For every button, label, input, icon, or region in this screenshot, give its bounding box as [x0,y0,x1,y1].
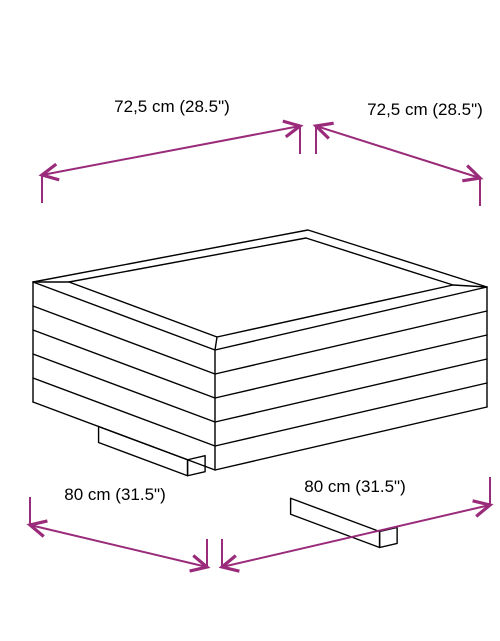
dim-label-top-right: 72,5 cm (28.5") [367,100,483,119]
dim-label-bottom-left: 80 cm (31.5") [64,485,165,504]
dim-label-bottom-right: 80 cm (31.5") [304,477,405,496]
dimension-diagram: 72,5 cm (28.5") 72,5 cm (28.5") 80 cm (31.… [0,0,500,641]
dim-label-top-left: 72,5 cm (28.5") [114,97,230,116]
